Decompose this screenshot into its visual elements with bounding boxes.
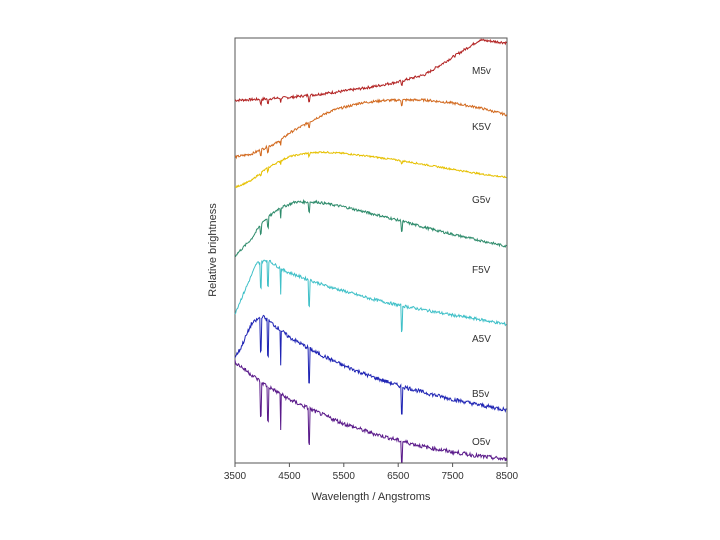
series-line-m5v xyxy=(234,38,508,107)
series-label-k5v: K5V xyxy=(472,122,491,133)
x-tick-label-5500: 5500 xyxy=(333,471,356,482)
series-line-f5v xyxy=(234,198,507,258)
series-line-k5v xyxy=(234,97,508,160)
x-axis-label: Wavelength / Angstroms xyxy=(312,491,431,503)
x-tick-label-3500: 3500 xyxy=(224,471,247,482)
y-axis-label: Relative brightness xyxy=(207,203,219,297)
series-line-b5v xyxy=(234,314,507,415)
x-axis: 3500 4500 5500 6500 7500 8500 xyxy=(224,463,519,482)
series-layer xyxy=(234,38,508,463)
series-label-a5v: A5V xyxy=(472,334,491,345)
series-label-g5v: G5v xyxy=(472,195,490,206)
x-tick-label-4500: 4500 xyxy=(278,471,301,482)
series-line-o5v xyxy=(234,360,508,463)
series-line-g5v xyxy=(235,150,507,189)
series-label-m5v: M5v xyxy=(472,66,491,77)
series-label-o5v: O5v xyxy=(472,437,490,448)
x-tick-label-6500: 6500 xyxy=(387,471,410,482)
plot-frame xyxy=(234,37,508,464)
x-tick-label-7500: 7500 xyxy=(441,471,464,482)
x-tick-label-8500: 8500 xyxy=(496,471,519,482)
series-label-layer: M5v K5V G5v F5V A5V B5v O5v xyxy=(472,66,491,448)
series-line-a5v xyxy=(234,259,507,333)
series-label-b5v: B5v xyxy=(472,389,489,400)
series-label-f5v: F5V xyxy=(472,265,491,276)
